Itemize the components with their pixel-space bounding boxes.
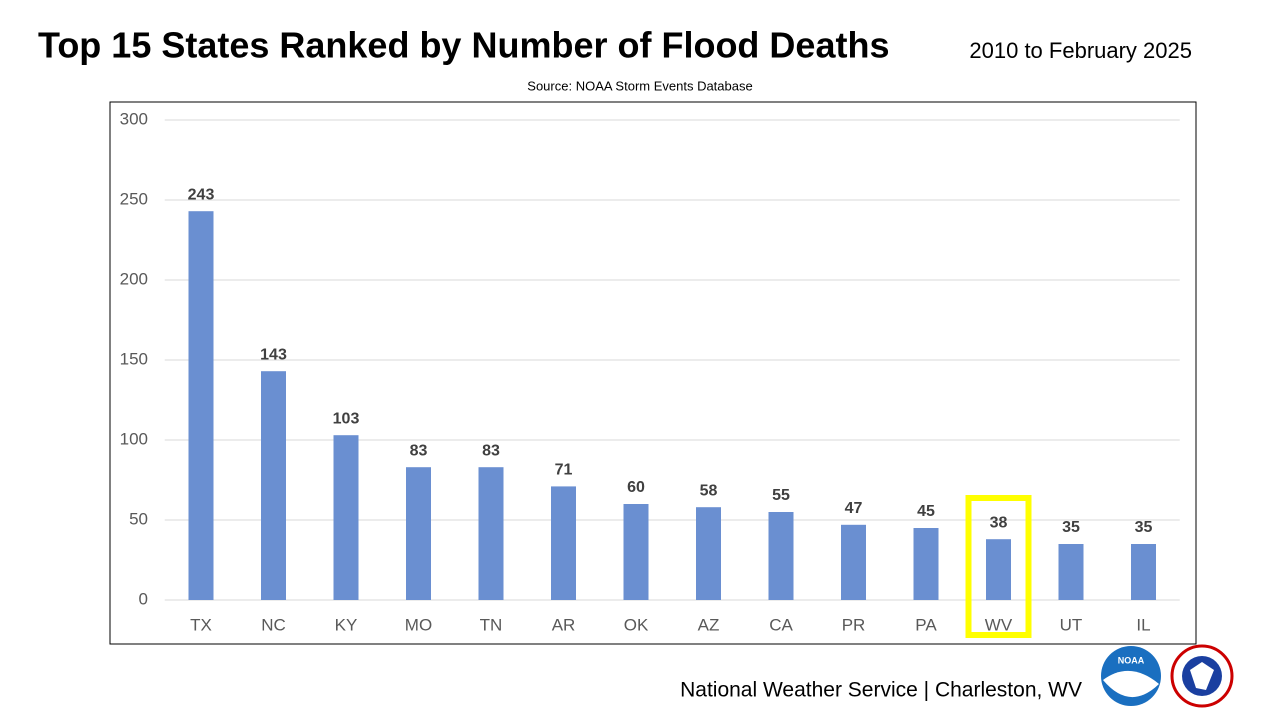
bar [696,507,721,600]
x-tick-label: UT [1060,615,1083,634]
x-tick-label: NC [261,615,286,634]
x-tick-label: AR [552,615,576,634]
data-label: 71 [555,462,573,479]
chart-title: Top 15 States Ranked by Number of Flood … [38,25,889,66]
bar [261,371,286,600]
y-tick-label: 100 [120,429,148,448]
bar [188,211,214,600]
data-label: 38 [990,514,1008,531]
x-tick-label: TX [190,615,212,634]
y-tick-label: 200 [120,269,148,288]
y-tick-label: 0 [139,589,148,608]
data-label: 83 [410,442,428,459]
footer: National Weather Service | Charleston, W… [680,679,1082,702]
data-label: 243 [188,186,215,203]
data-label: 35 [1135,519,1153,536]
bar [333,435,359,600]
x-tick-label: TN [480,615,503,634]
bar [623,504,649,600]
source-note: Source: NOAA Storm Events Database [527,78,752,93]
bar [1131,544,1156,600]
y-tick-label: 150 [120,349,148,368]
y-tick-label: 250 [120,189,148,208]
nws-logo [1170,644,1234,708]
data-label: 60 [627,479,645,496]
bar [768,512,794,600]
y-tick-label: 300 [120,109,148,128]
highlight-box [965,495,1032,638]
x-tick-label: WV [985,615,1013,634]
data-label: 58 [700,482,718,499]
data-label: 35 [1062,519,1080,536]
x-tick-label: MO [405,615,432,634]
x-tick-label: OK [624,615,649,634]
data-label: 103 [333,410,360,427]
data-label: 143 [260,346,287,363]
chart-frame [109,101,1197,645]
svg-text:NOAA: NOAA [1118,655,1145,665]
x-tick-label: PA [915,615,937,634]
x-tick-label: CA [769,615,793,634]
noaa-logo: NOAA [1101,646,1161,706]
bar [841,524,866,600]
x-tick-label: AZ [698,615,720,634]
bar [406,467,431,600]
data-label: 45 [917,503,935,520]
data-label: 55 [772,487,790,504]
bar [478,467,504,600]
x-tick-label: IL [1136,615,1150,634]
data-label: 83 [482,442,500,459]
bar [1058,544,1084,600]
data-label: 47 [845,500,863,517]
bar [986,539,1011,600]
y-tick-label: 50 [129,509,148,528]
bar [551,486,576,600]
chart-subtitle: 2010 to February 2025 [969,38,1192,63]
x-tick-label: KY [335,615,358,634]
x-tick-label: PR [842,615,866,634]
bar [913,528,939,600]
